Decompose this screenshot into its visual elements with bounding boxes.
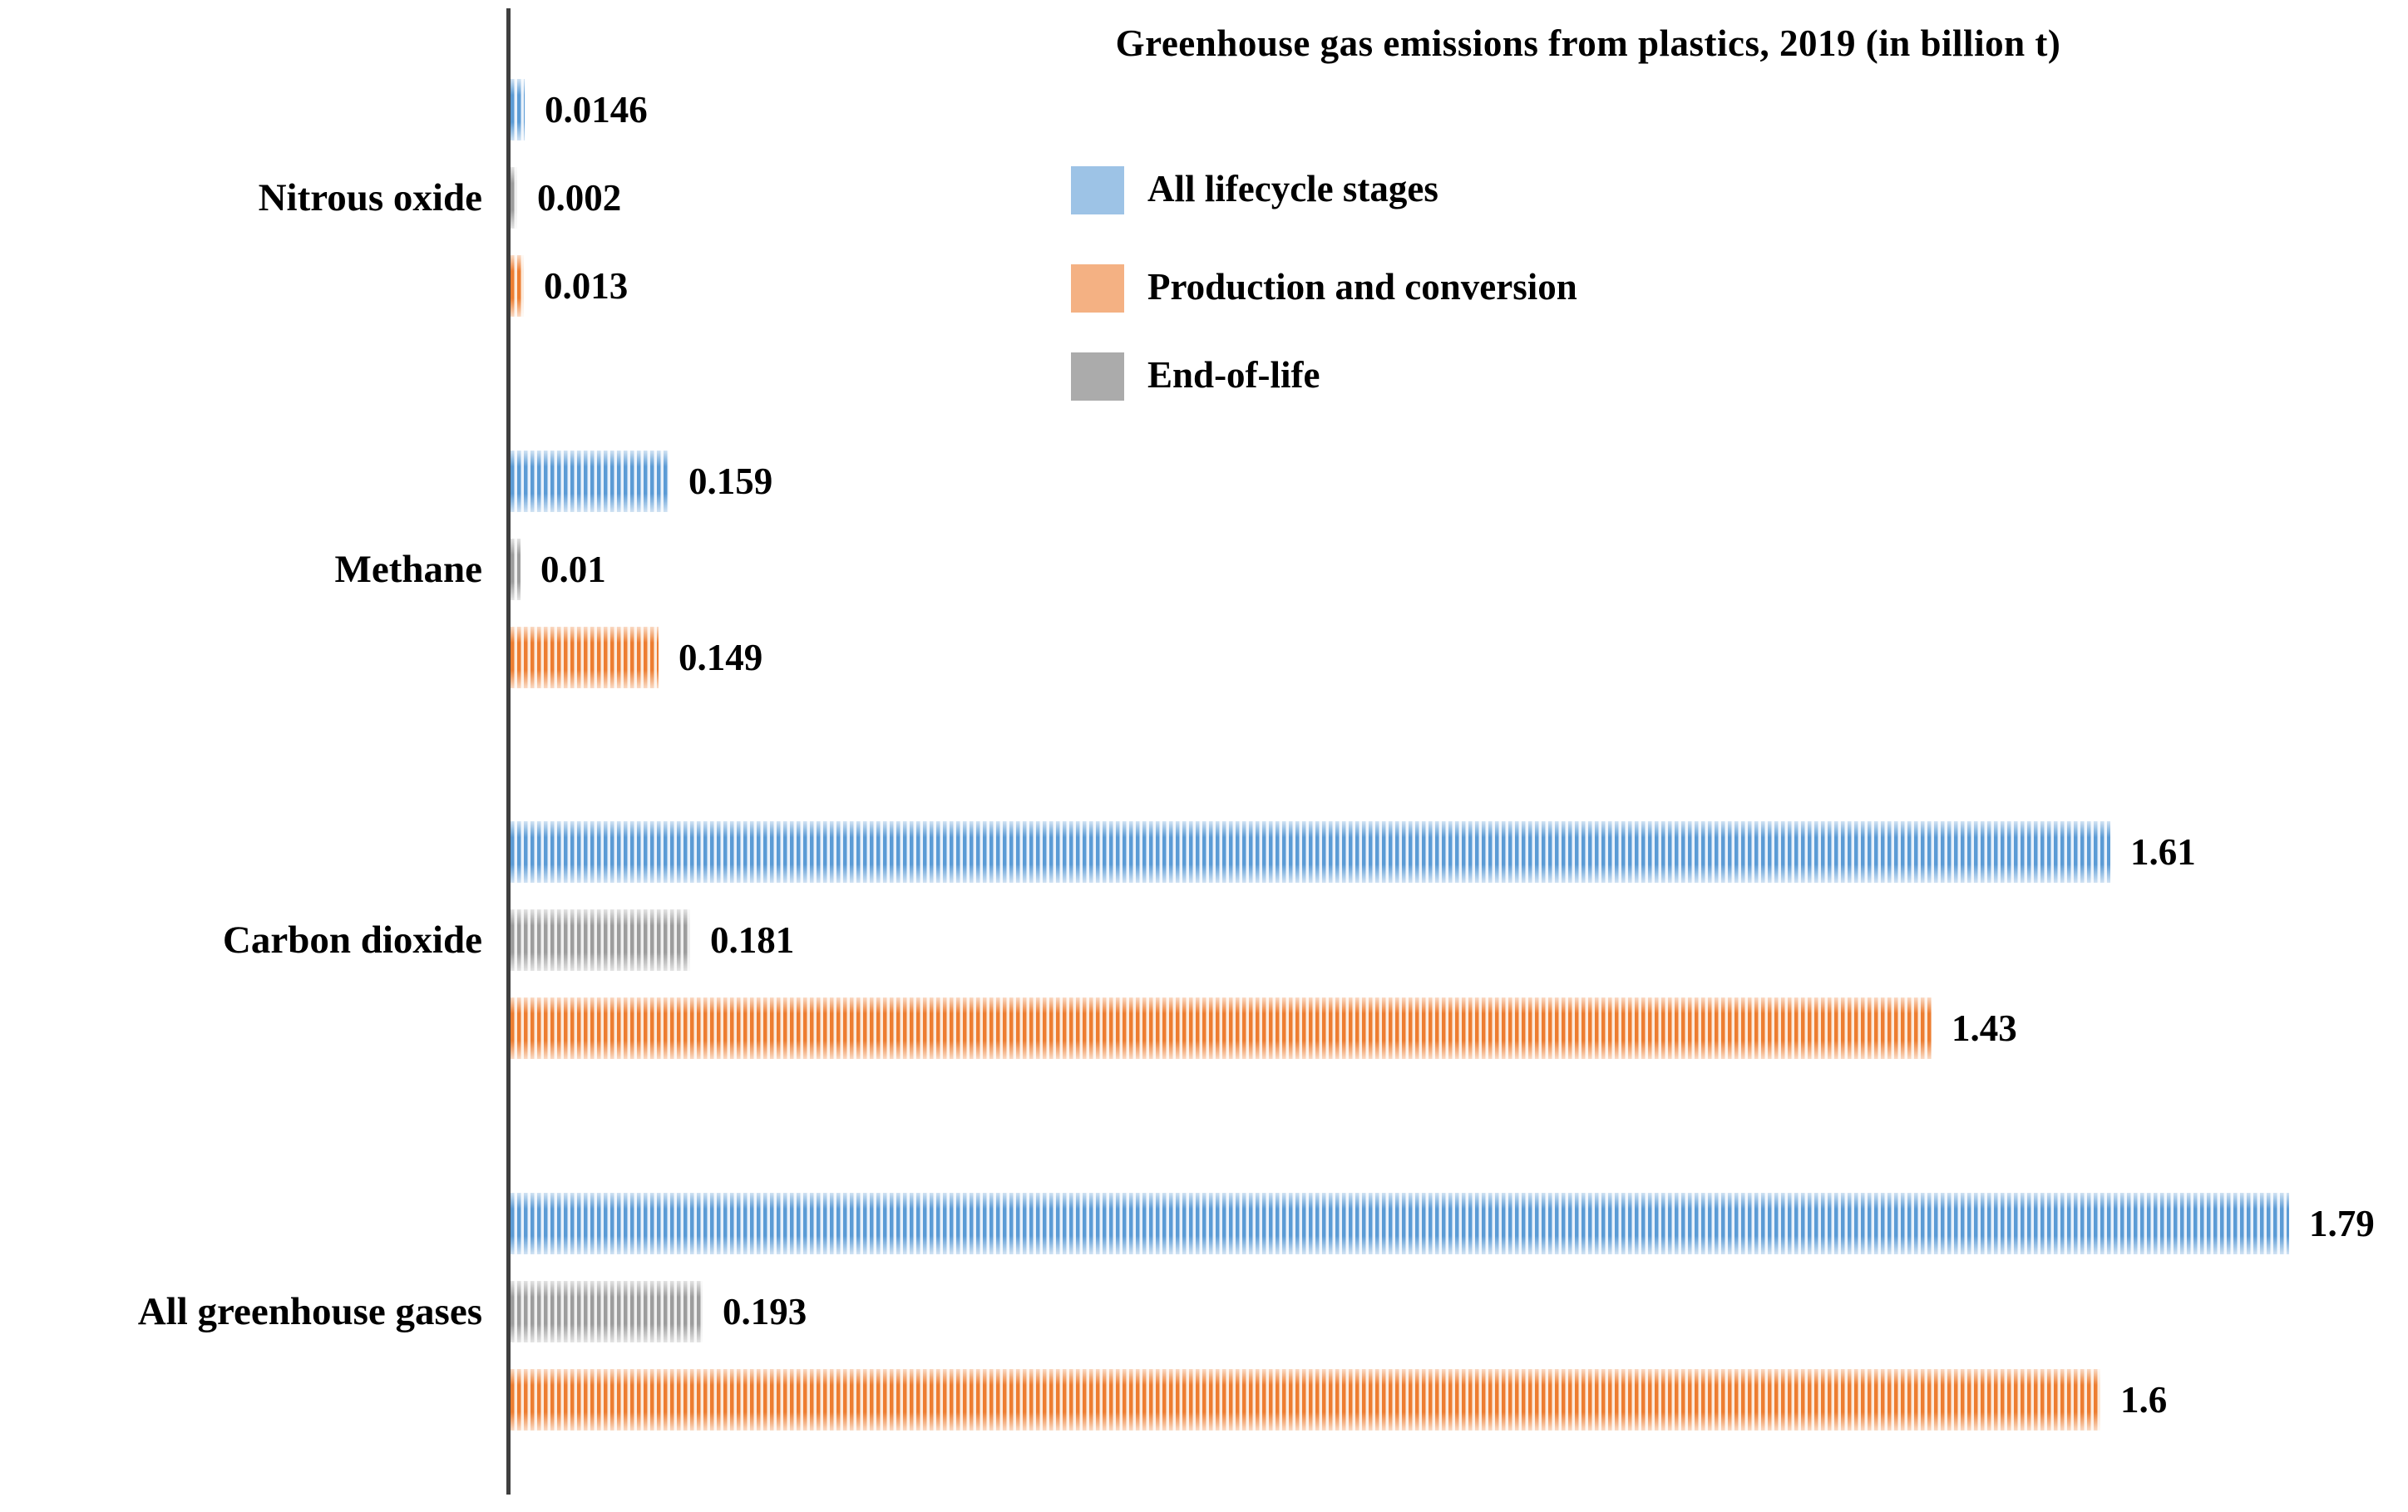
category-label-nitrous-oxide: Nitrous oxide xyxy=(258,176,482,219)
bar-shading xyxy=(511,821,2110,883)
bar-shading xyxy=(511,1369,2100,1431)
legend-label: Production and conversion xyxy=(1147,266,1577,308)
value-label-carbon-dioxide-all-lifecycle-stages: 1.61 xyxy=(2130,831,2196,873)
bar-carbon-dioxide-end-of-life xyxy=(511,909,690,971)
bar-nitrous-oxide-production-and-conversion xyxy=(511,255,524,317)
legend-label: End-of-life xyxy=(1147,354,1320,396)
legend-swatch-all-lifecycle-stages xyxy=(1071,166,1124,214)
category-label-carbon-dioxide: Carbon dioxide xyxy=(222,919,482,962)
bar-shading xyxy=(511,167,517,229)
bar-carbon-dioxide-production-and-conversion xyxy=(511,997,1932,1059)
bar-all-greenhouse-gases-production-and-conversion xyxy=(511,1369,2100,1431)
value-label-all-greenhouse-gases-all-lifecycle-stages: 1.79 xyxy=(2309,1203,2375,1244)
value-label-methane-all-lifecycle-stages: 0.159 xyxy=(688,460,773,502)
value-label-nitrous-oxide-production-and-conversion: 0.013 xyxy=(544,265,629,307)
bar-shading xyxy=(511,1281,703,1342)
bar-all-greenhouse-gases-end-of-life xyxy=(511,1281,703,1342)
category-label-methane: Methane xyxy=(334,548,482,591)
bar-carbon-dioxide-all-lifecycle-stages xyxy=(511,821,2110,883)
category-label-all-greenhouse-gases: All greenhouse gases xyxy=(137,1290,482,1333)
bar-shading xyxy=(511,909,690,971)
legend-label: All lifecycle stages xyxy=(1147,168,1438,209)
value-label-nitrous-oxide-end-of-life: 0.002 xyxy=(537,177,622,219)
legend-swatch-end-of-life xyxy=(1071,352,1124,401)
bar-methane-end-of-life xyxy=(511,539,521,600)
bar-shading xyxy=(511,997,1932,1059)
value-label-all-greenhouse-gases-production-and-conversion: 1.6 xyxy=(2120,1379,2168,1421)
value-label-methane-end-of-life: 0.01 xyxy=(540,549,606,590)
legend-swatch-production-and-conversion xyxy=(1071,264,1124,313)
bar-nitrous-oxide-end-of-life xyxy=(511,167,517,229)
value-label-carbon-dioxide-production-and-conversion: 1.43 xyxy=(1952,1007,2017,1049)
value-label-nitrous-oxide-all-lifecycle-stages: 0.0146 xyxy=(545,89,648,131)
bar-shading xyxy=(511,79,525,140)
chart-title: Greenhouse gas emissions from plastics, … xyxy=(1115,22,2061,64)
bar-shading xyxy=(511,451,669,512)
value-label-carbon-dioxide-end-of-life: 0.181 xyxy=(710,919,795,961)
y-axis-line xyxy=(506,8,511,1495)
value-label-all-greenhouse-gases-end-of-life: 0.193 xyxy=(723,1291,807,1332)
bar-all-greenhouse-gases-all-lifecycle-stages xyxy=(511,1193,2289,1254)
value-label-methane-production-and-conversion: 0.149 xyxy=(678,637,763,678)
bar-shading xyxy=(511,627,659,688)
bar-methane-production-and-conversion xyxy=(511,627,659,688)
bar-methane-all-lifecycle-stages xyxy=(511,451,669,512)
bar-shading xyxy=(511,1193,2289,1254)
bar-shading xyxy=(511,255,524,317)
bar-shading xyxy=(511,539,521,600)
bar-nitrous-oxide-all-lifecycle-stages xyxy=(511,79,525,140)
